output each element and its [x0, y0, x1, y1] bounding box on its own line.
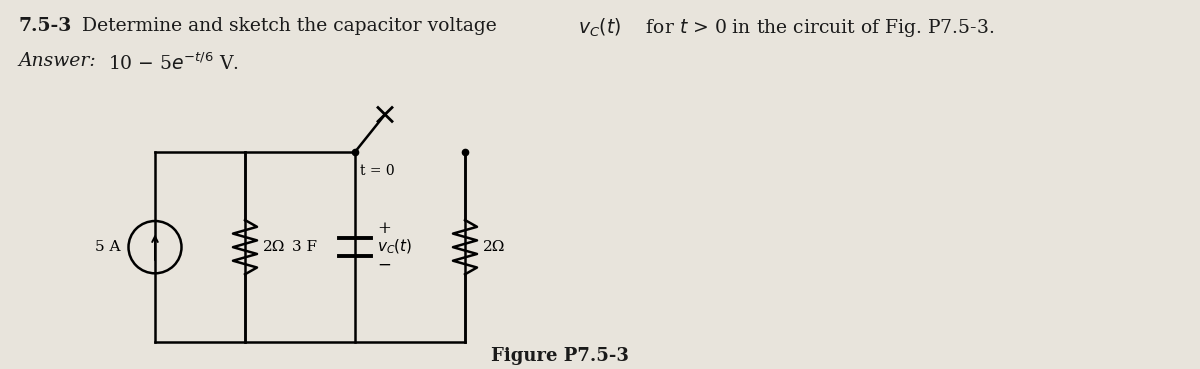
Text: 2Ω: 2Ω — [263, 240, 286, 254]
Text: t = 0: t = 0 — [360, 164, 395, 178]
Text: for $t$ > 0 in the circuit of Fig. P7.5-3.: for $t$ > 0 in the circuit of Fig. P7.5-… — [640, 17, 994, 39]
Text: Figure P7.5-3: Figure P7.5-3 — [491, 347, 629, 365]
Text: 3 F: 3 F — [292, 240, 317, 254]
Text: Determine and sketch the capacitor voltage: Determine and sketch the capacitor volta… — [76, 17, 503, 35]
Text: +: + — [377, 220, 391, 237]
Text: 7.5-3: 7.5-3 — [18, 17, 71, 35]
Text: 10 $-$ 5$e^{-t/6}$ V.: 10 $-$ 5$e^{-t/6}$ V. — [108, 52, 239, 74]
Text: $v_C(t)$: $v_C(t)$ — [377, 238, 413, 256]
Text: 5 A: 5 A — [95, 240, 120, 254]
Text: $v_C(t)$: $v_C(t)$ — [578, 17, 622, 39]
Text: −: − — [377, 257, 391, 274]
Text: 2Ω: 2Ω — [482, 240, 505, 254]
Text: Answer:: Answer: — [18, 52, 96, 70]
